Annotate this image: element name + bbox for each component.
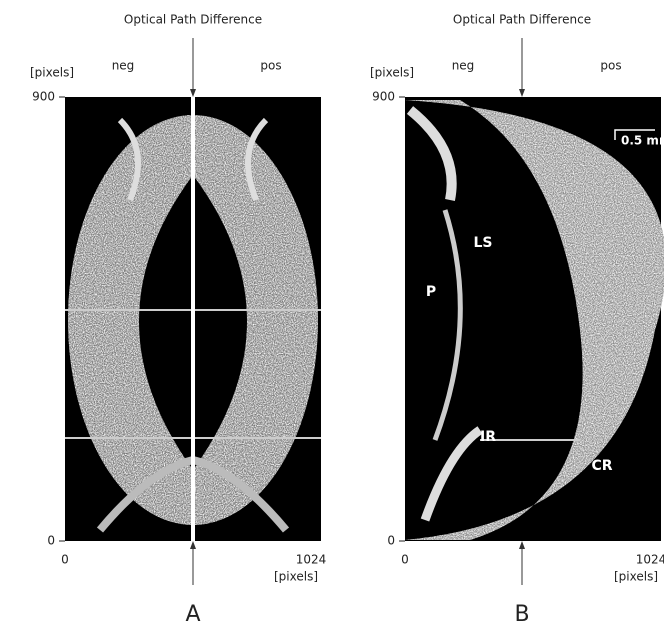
annotation: CR xyxy=(591,458,612,474)
arrowhead xyxy=(519,89,525,97)
annotation: LS xyxy=(473,235,492,251)
y-bottom: 0 xyxy=(47,534,55,548)
arrowhead xyxy=(519,541,525,549)
y-top: 900 xyxy=(372,90,395,104)
neg-label: neg xyxy=(112,59,135,73)
y-unit: [pixels] xyxy=(370,66,414,80)
x-unit: [pixels] xyxy=(614,570,658,584)
figure: Optical Path Difference [pixels] neg pos 900… xyxy=(0,0,664,629)
oct-image-a xyxy=(65,97,321,541)
scale-label: 0.5 mm xyxy=(621,134,664,148)
annotation: IR xyxy=(480,429,496,445)
pos-label: pos xyxy=(600,59,621,73)
x-left: 0 xyxy=(401,553,409,567)
arrowhead xyxy=(190,89,196,97)
panel-title: Optical Path Difference xyxy=(453,13,591,27)
y-unit: [pixels] xyxy=(30,66,74,80)
x-right: 1024 xyxy=(636,553,664,567)
y-bottom: 0 xyxy=(387,534,395,548)
neg-label: neg xyxy=(452,59,475,73)
y-top: 900 xyxy=(32,90,55,104)
x-left: 0 xyxy=(61,553,69,567)
annotation: P xyxy=(426,284,436,300)
pos-label: pos xyxy=(260,59,281,73)
oct-image-b xyxy=(405,97,664,541)
panel-title: Optical Path Difference xyxy=(124,13,262,27)
panel-label: B xyxy=(514,602,529,627)
x-right: 1024 xyxy=(296,553,327,567)
arrowhead xyxy=(190,541,196,549)
panel-label: A xyxy=(185,602,200,627)
x-unit: [pixels] xyxy=(274,570,318,584)
